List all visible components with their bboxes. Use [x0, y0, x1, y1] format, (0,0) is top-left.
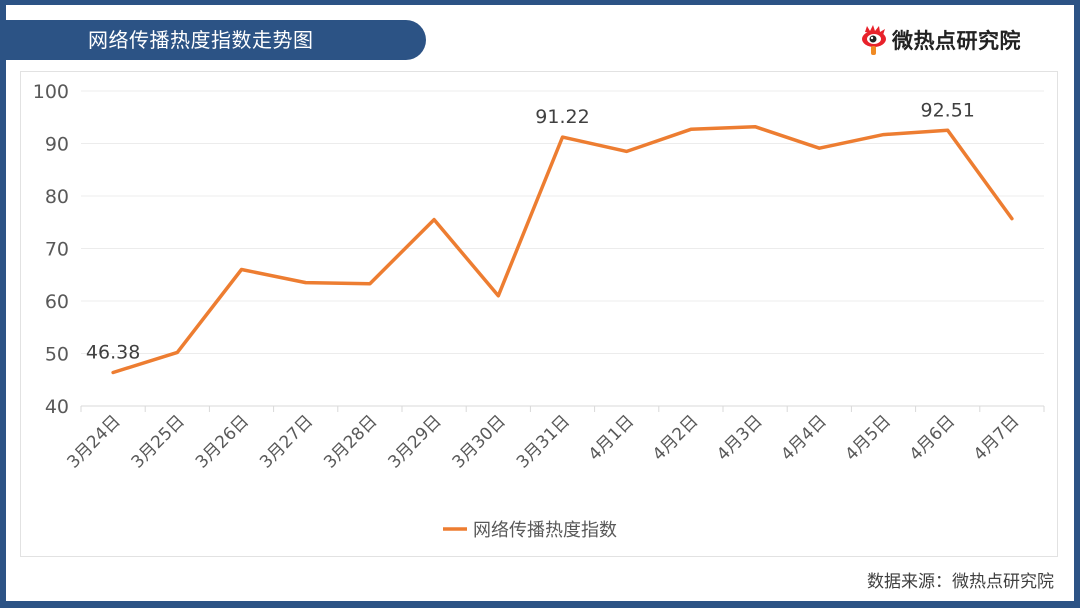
- y-tick-label: 60: [45, 291, 69, 313]
- data-label: 91.22: [535, 106, 589, 128]
- x-tick-label: 4月4日: [777, 411, 830, 464]
- data-label: 92.51: [920, 99, 974, 121]
- weibo-eye-logo-icon: [862, 25, 886, 55]
- brand-logo: 微热点研究院: [859, 23, 1021, 57]
- x-tick-label: 4月6日: [906, 411, 959, 464]
- y-tick-label: 90: [45, 134, 69, 156]
- x-tick-label: 3月29日: [385, 411, 446, 472]
- x-tick-label: 4月1日: [585, 411, 638, 464]
- title-banner: 网络传播热度指数走势图: [6, 20, 426, 60]
- y-tick-label: 100: [33, 81, 69, 103]
- brand-name: 微热点研究院: [892, 29, 1021, 53]
- y-tick-label: 50: [45, 344, 69, 366]
- slide-frame: 网络传播热度指数走势图 微热点研究院 40 50 60 70 80 90 100 3月24日 3…: [6, 5, 1074, 601]
- x-tick-label: 4月7日: [970, 411, 1023, 464]
- x-tick-label: 4月5日: [842, 411, 895, 464]
- chart-area: 40 50 60 70 80 90 100 3月24日 3月25日 3月26日 3月27日 3月28日…: [20, 71, 1058, 557]
- x-tick-label: 4月3日: [713, 411, 766, 464]
- x-tick-label: 3月24日: [64, 411, 125, 472]
- line-chart: 40 50 60 70 80 90 100 3月24日 3月25日 3月26日 3月27日 3月28日…: [33, 81, 1045, 541]
- x-tick-label: 3月30日: [449, 411, 510, 472]
- x-tick-label: 3月28日: [320, 411, 381, 472]
- data-label: 46.38: [86, 342, 140, 364]
- legend-label: 网络传播热度指数: [473, 520, 617, 541]
- y-tick-label: 40: [45, 396, 69, 418]
- data-source-note: 数据来源：微热点研究院: [867, 572, 1054, 592]
- series-line: [111, 124, 1014, 375]
- y-tick-label: 80: [45, 186, 69, 208]
- x-tick-label: 3月31日: [513, 411, 574, 472]
- x-tick-label: 4月2日: [649, 411, 702, 464]
- x-tick-label: 3月25日: [128, 411, 189, 472]
- y-tick-label: 70: [45, 239, 69, 261]
- page-title: 网络传播热度指数走势图: [88, 28, 314, 52]
- x-tick-label: 3月27日: [256, 411, 317, 472]
- x-tick-label: 3月26日: [192, 411, 253, 472]
